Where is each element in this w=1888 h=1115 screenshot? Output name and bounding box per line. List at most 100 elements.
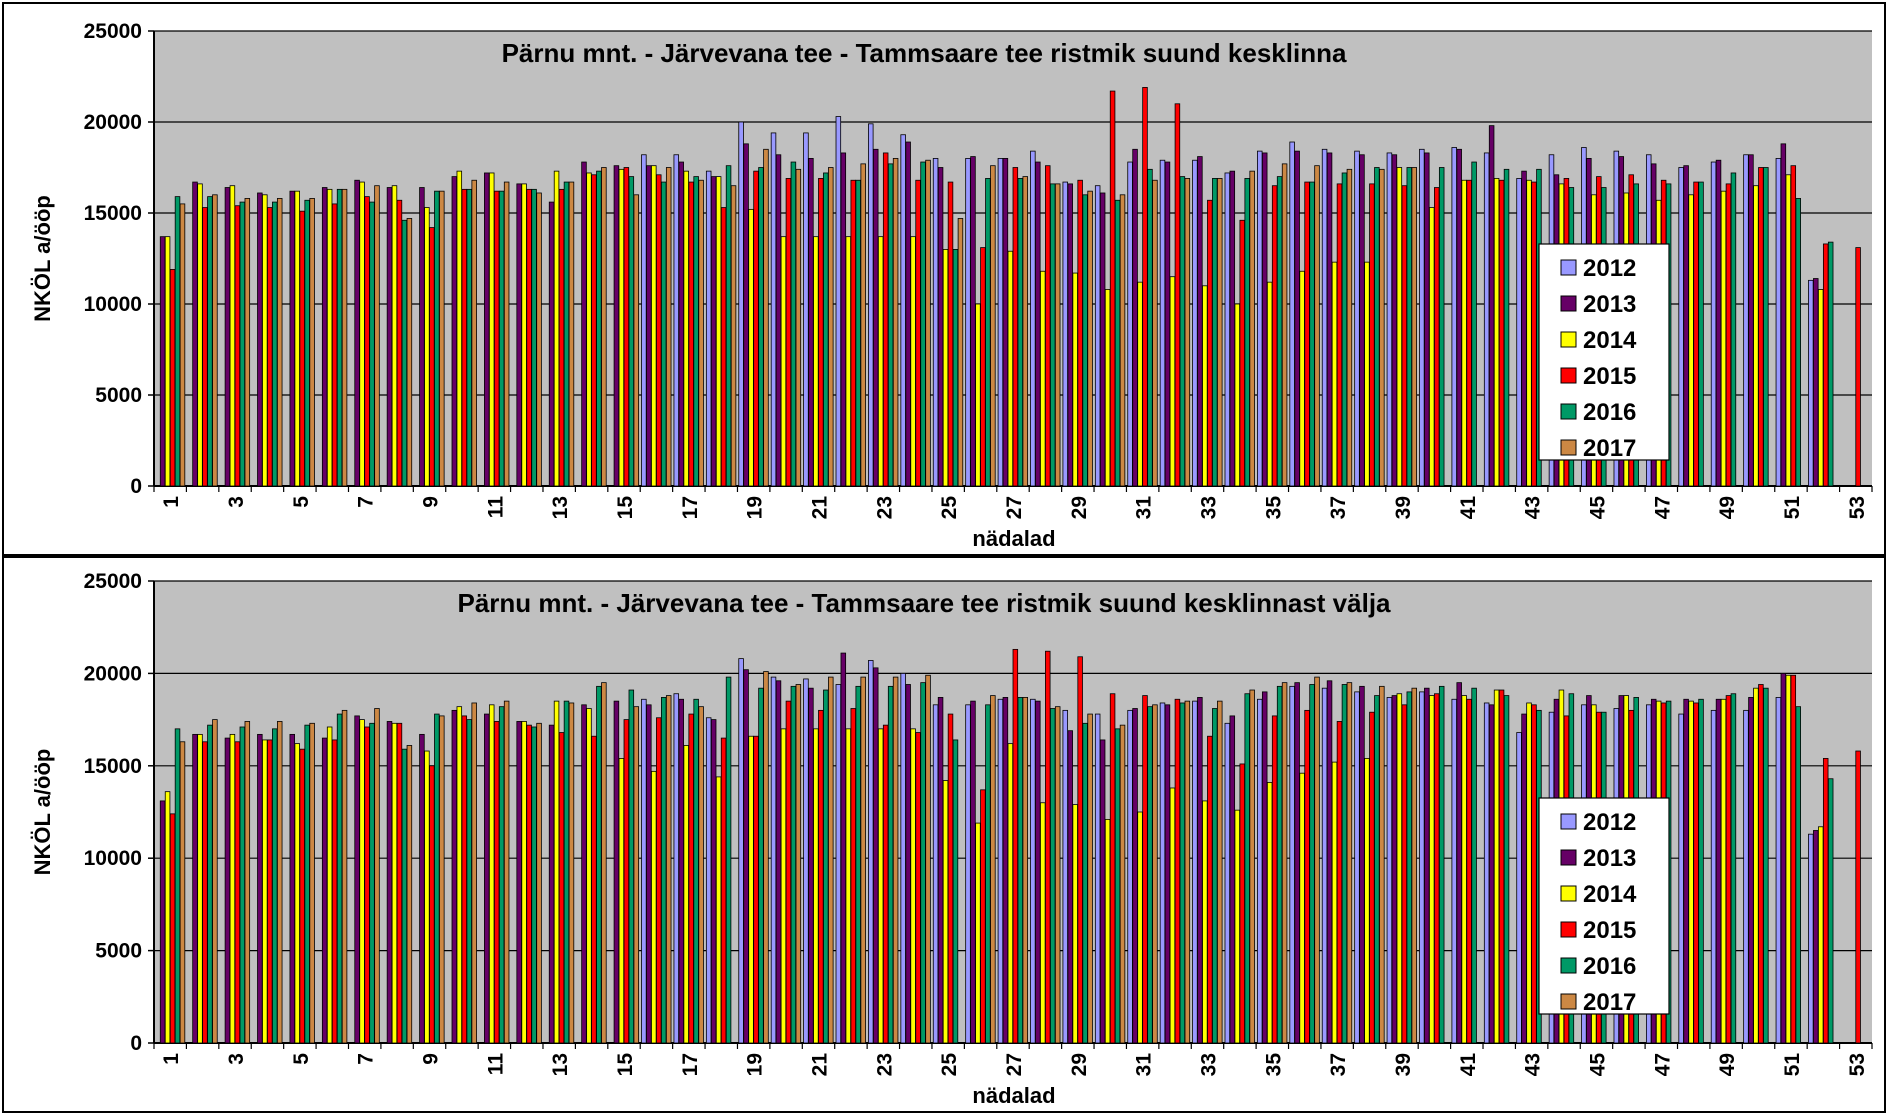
- bar: [359, 719, 365, 1044]
- bar: [1299, 772, 1305, 1044]
- bar: [1127, 161, 1133, 487]
- bar: [406, 745, 413, 1044]
- y-axis-label: NKÖL a/ööp: [30, 749, 55, 876]
- bar: [673, 693, 680, 1044]
- bar: [1331, 261, 1338, 487]
- bar: [698, 706, 704, 1044]
- bar: [1688, 700, 1694, 1044]
- bar: [179, 203, 186, 487]
- bar: [239, 201, 246, 487]
- bar: [997, 157, 1004, 487]
- bar: [586, 172, 592, 487]
- x-axis-label: nädalad: [972, 1083, 1055, 1108]
- bar: [1780, 673, 1787, 1044]
- bar: [710, 176, 717, 487]
- bar: [1054, 183, 1061, 487]
- bar: [289, 190, 295, 487]
- bar: [498, 190, 505, 487]
- bar: [656, 174, 662, 487]
- bar: [1346, 168, 1353, 487]
- bar: [1164, 704, 1171, 1044]
- bar: [471, 179, 477, 487]
- bar: [942, 780, 949, 1044]
- bar: [1261, 152, 1268, 487]
- bar: [1239, 219, 1245, 487]
- bar: [1359, 685, 1365, 1044]
- bar: [1424, 152, 1430, 487]
- bar: [1261, 691, 1268, 1044]
- bar: [521, 183, 527, 487]
- bar: [932, 704, 939, 1044]
- bar: [1808, 833, 1814, 1044]
- bar: [803, 132, 809, 487]
- bar: [1698, 181, 1704, 487]
- legend-box: [1538, 243, 1670, 461]
- bar: [1077, 656, 1083, 1044]
- bar: [1374, 167, 1380, 487]
- bar: [1321, 687, 1328, 1044]
- bar: [1174, 103, 1181, 487]
- bar: [1391, 695, 1398, 1044]
- legend-label: 2016: [1583, 399, 1636, 426]
- bar: [1304, 709, 1310, 1044]
- bar: [1257, 698, 1263, 1044]
- bar: [224, 737, 231, 1044]
- bar: [1396, 693, 1403, 1044]
- bar: [354, 179, 360, 487]
- bar: [531, 726, 537, 1044]
- bar: [1017, 178, 1024, 487]
- legend-label: 2017: [1583, 989, 1636, 1016]
- bar: [641, 698, 647, 1044]
- bar: [1054, 706, 1061, 1044]
- bar: [1359, 154, 1365, 487]
- bar: [326, 726, 333, 1044]
- bar: [910, 236, 916, 487]
- bar: [705, 170, 712, 487]
- bar: [1456, 148, 1462, 487]
- bar: [1336, 721, 1343, 1044]
- bar: [553, 170, 560, 487]
- bar: [1062, 181, 1068, 487]
- x-tick-label: 33: [1198, 1053, 1221, 1076]
- bar: [1207, 199, 1213, 487]
- bar: [1299, 270, 1305, 487]
- bar: [720, 207, 727, 487]
- bar: [1715, 159, 1722, 487]
- bar: [1202, 800, 1208, 1044]
- bar: [331, 739, 338, 1044]
- bar: [1067, 730, 1073, 1044]
- bar: [272, 201, 278, 487]
- bar: [985, 704, 991, 1044]
- bar: [1818, 289, 1824, 487]
- bar: [503, 181, 510, 487]
- bar: [1748, 154, 1754, 487]
- bar: [244, 198, 251, 487]
- bar: [276, 198, 283, 487]
- bar: [1429, 207, 1435, 487]
- bar: [471, 702, 477, 1044]
- bar: [304, 199, 310, 487]
- x-tick-label: 19: [744, 496, 767, 519]
- bar: [1257, 150, 1263, 487]
- bar: [1234, 809, 1241, 1044]
- bar: [975, 822, 981, 1044]
- bar: [828, 167, 834, 487]
- bar: [790, 161, 797, 487]
- legend-swatch: [1560, 439, 1577, 456]
- bar: [244, 721, 251, 1044]
- x-tick-label: 17: [679, 496, 702, 519]
- bar: [1396, 167, 1403, 487]
- bar: [374, 185, 380, 487]
- bar: [1379, 685, 1385, 1044]
- x-tick-label: 27: [1003, 1053, 1026, 1076]
- bar: [1067, 183, 1073, 487]
- bar: [581, 704, 587, 1044]
- bar: [1109, 90, 1116, 487]
- bar: [488, 704, 495, 1044]
- x-tick-label: 41: [1457, 1053, 1480, 1077]
- bar: [835, 116, 842, 487]
- bar: [623, 167, 630, 487]
- bar: [396, 199, 403, 487]
- bar: [1224, 172, 1231, 487]
